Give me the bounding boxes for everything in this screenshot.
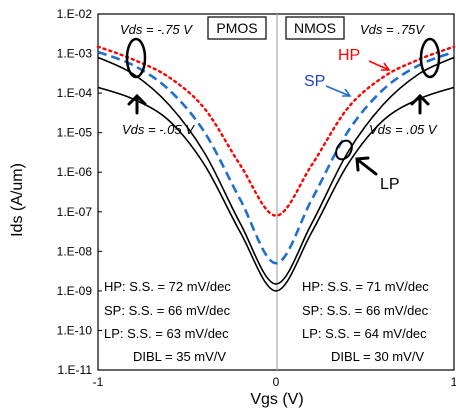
- nmos-ss-block: HP: S.S. = 71 mV/dec SP: S.S. = 66 mV/de…: [302, 279, 429, 364]
- series-line-lp: [97, 86, 455, 292]
- vds-right-low-label: Vds = .05 V: [369, 122, 438, 137]
- arrow-right-low: [410, 93, 430, 115]
- ellipse-right-high: [419, 37, 441, 79]
- arrow-left-low: [127, 93, 147, 115]
- series-line-sp: [97, 50, 455, 265]
- vds-left-high-label: Vds = -.75 V: [120, 22, 193, 37]
- x-tick-label: 1: [451, 375, 456, 389]
- arrow-sp: [325, 85, 352, 97]
- nmos-dibl: DIBL = 30 mV/V: [331, 349, 424, 364]
- arrow-hp: [368, 60, 391, 71]
- nmos-box: [285, 16, 345, 40]
- ellipse-lp: [335, 139, 353, 161]
- x-tick-label: -1: [93, 375, 104, 389]
- nmos-label: NMOS: [294, 20, 336, 36]
- y-tick-label: 1.E-02: [57, 7, 93, 21]
- pmos-box: [207, 16, 267, 40]
- vds-right-high-label: Vds = .75V: [360, 22, 425, 37]
- ellipse-left-high: [125, 37, 147, 79]
- vds-left-low-label: Vds = -.05 V: [122, 122, 195, 137]
- nmos-ss-lp: LP: S.S. = 64 mV/dec: [302, 326, 427, 341]
- pmos-ss-sp: SP: S.S. = 66 mV/dec: [104, 303, 231, 318]
- series-line-lp: [97, 56, 455, 285]
- x-tick-label: 0: [273, 375, 280, 389]
- pmos-ss-hp: HP: S.S. = 72 mV/dec: [104, 279, 231, 294]
- nmos-ss-sp: SP: S.S. = 66 mV/dec: [302, 303, 429, 318]
- hp-tag: HP: [338, 47, 360, 64]
- y-tick-label: 1.E-11: [58, 363, 93, 377]
- pmos-dibl: DIBL = 35 mV/V: [133, 349, 226, 364]
- lp-tag: LP: [380, 176, 400, 193]
- nmos-ss-hp: HP: S.S. = 71 mV/dec: [302, 279, 429, 294]
- y-tick-label: 1.E-10: [57, 323, 93, 337]
- arrow-lp: [355, 156, 378, 176]
- y-tick-label: 1.E-03: [57, 47, 93, 61]
- x-tick-labels: -1 0 1: [93, 375, 456, 389]
- series-line-hp: [96, 45, 456, 217]
- y-tick-label: 1.E-04: [57, 86, 93, 100]
- y-tick-labels: 1.E-11 1.E-10 1.E-09 1.E-08 1.E-07 1.E-06 1.E-…: [57, 7, 102, 377]
- pmos-ss-block: HP: S.S. = 72 mV/dec SP: S.S. = 66 mV/de…: [104, 279, 231, 364]
- plot-frame: [97, 13, 455, 371]
- sp-tag: SP: [304, 73, 325, 90]
- curves: [96, 45, 456, 292]
- y-tick-label: 1.E-07: [57, 205, 93, 219]
- y-tick-label: 1.E-09: [57, 284, 93, 298]
- x-axis-title: Vgs (V): [250, 391, 303, 408]
- y-axis-title: Ids (A/um): [9, 163, 26, 237]
- y-tick-label: 1.E-06: [57, 165, 93, 179]
- pmos-label: PMOS: [216, 20, 257, 36]
- y-tick-label: 1.E-08: [57, 244, 93, 258]
- pmos-ss-lp: LP: S.S. = 63 mV/dec: [104, 326, 229, 341]
- y-tick-label: 1.E-05: [57, 126, 93, 140]
